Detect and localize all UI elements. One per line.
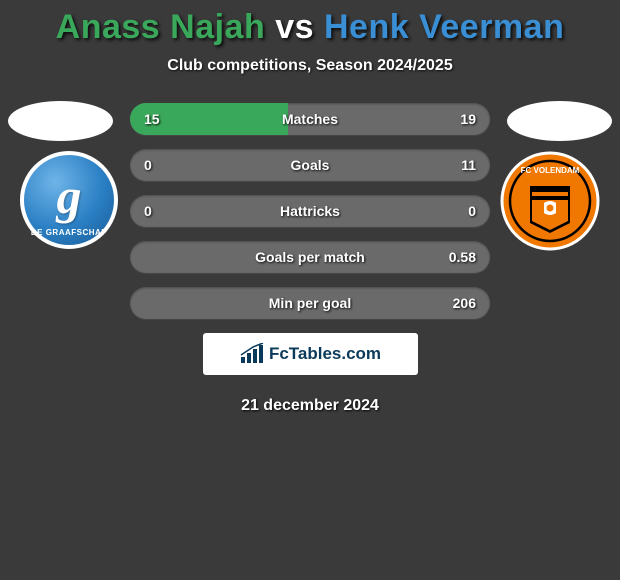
stat-value-right: 0 xyxy=(468,203,476,219)
left-plinth xyxy=(8,101,113,141)
club-badge-left: g DE GRAAFSCHAP xyxy=(20,151,118,249)
stat-label: Min per goal xyxy=(130,295,490,311)
svg-text:FC VOLENDAM: FC VOLENDAM xyxy=(521,166,580,175)
stat-value-right: 0.58 xyxy=(449,249,476,265)
stat-label: Goals xyxy=(130,157,490,173)
stat-value-left: 0 xyxy=(144,157,152,173)
comparison-card: Anass Najah vs Henk Veerman Club competi… xyxy=(0,0,620,415)
stat-value-left: 0 xyxy=(144,203,152,219)
stat-row: Goals per match0.58 xyxy=(130,241,490,273)
chart-icon xyxy=(239,343,265,365)
stat-row: 0Hattricks0 xyxy=(130,195,490,227)
vs-text: vs xyxy=(275,8,314,46)
stat-row: 0Goals11 xyxy=(130,149,490,181)
stat-row: Min per goal206 xyxy=(130,287,490,319)
club-badge-right: FC VOLENDAM xyxy=(500,151,600,251)
club-right-svg: FC VOLENDAM xyxy=(500,151,600,251)
right-plinth xyxy=(507,101,612,141)
stats-area: g DE GRAAFSCHAP FC VOLENDAM 15Matches19 0… xyxy=(0,103,620,319)
stat-value-right: 19 xyxy=(460,111,476,127)
stat-label: Goals per match xyxy=(130,249,490,265)
stat-value-left: 15 xyxy=(144,111,160,127)
page-title: Anass Najah vs Henk Veerman xyxy=(0,8,620,47)
player1-name: Anass Najah xyxy=(56,8,266,46)
stat-value-right: 206 xyxy=(453,295,476,311)
stat-value-right: 11 xyxy=(461,157,476,173)
club-left-letter: g xyxy=(57,167,82,225)
stat-label: Hattricks xyxy=(130,203,490,219)
player2-name: Henk Veerman xyxy=(324,8,564,46)
stat-rows: 15Matches190Goals110Hattricks0Goals per … xyxy=(130,103,490,319)
subtitle: Club competitions, Season 2024/2025 xyxy=(0,57,620,75)
watermark-text: FcTables.com xyxy=(269,344,381,364)
club-left-label: DE GRAAFSCHAP xyxy=(24,228,114,237)
club-badge-left-inner: g DE GRAAFSCHAP xyxy=(24,155,114,245)
watermark: FcTables.com xyxy=(203,333,418,375)
stat-row: 15Matches19 xyxy=(130,103,490,135)
footer-date: 21 december 2024 xyxy=(0,397,620,415)
